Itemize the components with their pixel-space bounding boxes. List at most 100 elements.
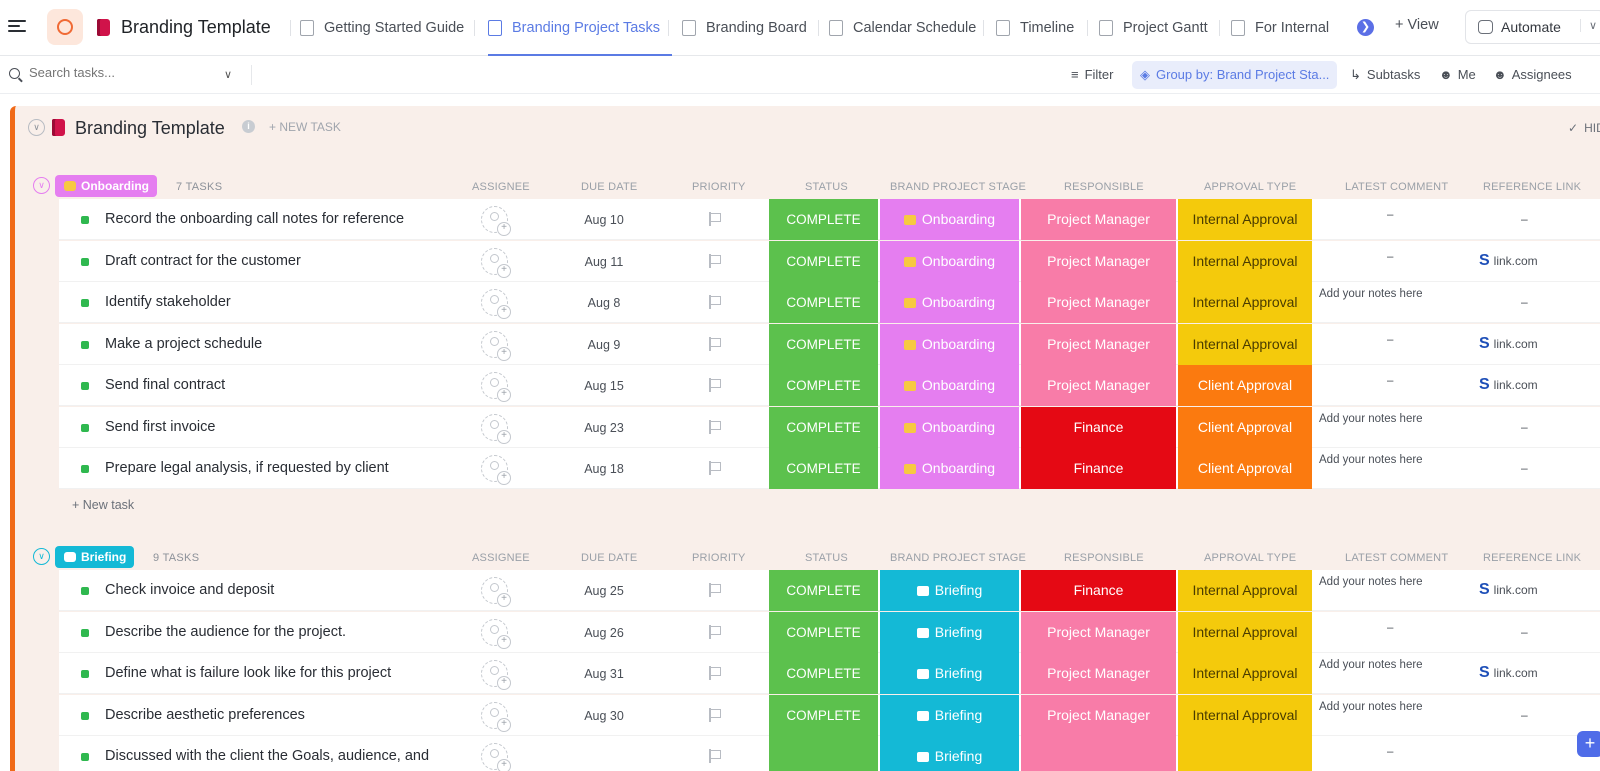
- due-date[interactable]: Aug 26: [584, 626, 624, 640]
- column-header-status[interactable]: STATUS: [805, 181, 848, 193]
- reference-link[interactable]: –: [1521, 295, 1528, 309]
- status-badge[interactable]: COMPLETE: [769, 570, 878, 611]
- latest-comment[interactable]: –: [1387, 375, 1394, 387]
- priority-flag-icon[interactable]: [709, 708, 721, 722]
- column-header-responsible[interactable]: RESPONSIBLE: [1064, 552, 1144, 564]
- column-header-stage[interactable]: BRAND PROJECT STAGE: [890, 181, 1027, 193]
- priority-flag-icon[interactable]: [709, 666, 721, 680]
- latest-comment[interactable]: –: [1387, 746, 1394, 758]
- table-row[interactable]: Record the onboarding call notes for ref…: [59, 199, 1600, 240]
- space-icon[interactable]: [47, 9, 83, 45]
- status-badge[interactable]: COMPLETE: [769, 282, 878, 323]
- responsible-badge[interactable]: Project Manager: [1021, 282, 1176, 323]
- approval-badge[interactable]: [1178, 736, 1312, 771]
- priority-flag-icon[interactable]: [709, 295, 721, 309]
- latest-comment[interactable]: Add your notes here: [1319, 659, 1423, 671]
- latest-comment[interactable]: –: [1387, 622, 1394, 634]
- status-badge[interactable]: COMPLETE: [769, 241, 878, 282]
- responsible-badge[interactable]: Finance: [1021, 407, 1176, 448]
- stage-badge[interactable]: Onboarding: [880, 448, 1019, 489]
- status-badge[interactable]: COMPLETE: [769, 653, 878, 694]
- latest-comment[interactable]: Add your notes here: [1319, 454, 1423, 466]
- new-task-button[interactable]: + NEW TASK: [269, 120, 341, 134]
- reference-link[interactable]: –: [1521, 461, 1528, 475]
- stage-badge[interactable]: Onboarding: [880, 241, 1019, 282]
- assignees-button[interactable]: ☻ Assignees: [1493, 67, 1572, 82]
- table-row[interactable]: Describe aesthetic preferences Aug 30 CO…: [59, 695, 1600, 736]
- priority-flag-icon[interactable]: [709, 254, 721, 268]
- status-badge[interactable]: COMPLETE: [769, 324, 878, 365]
- table-row[interactable]: Send first invoice Aug 23 COMPLETE Onboa…: [59, 407, 1600, 448]
- latest-comment[interactable]: –: [1387, 251, 1394, 263]
- stage-badge[interactable]: Briefing: [880, 653, 1019, 694]
- column-header-reference-link[interactable]: REFERENCE LINK: [1483, 552, 1582, 564]
- tab-branding-board[interactable]: Branding Board: [682, 0, 807, 56]
- group-collapse-icon[interactable]: ∨: [33, 177, 50, 194]
- responsible-badge[interactable]: Project Manager: [1021, 653, 1176, 694]
- priority-flag-icon[interactable]: [709, 461, 721, 475]
- add-assignee-icon[interactable]: [481, 248, 511, 278]
- column-header-stage[interactable]: BRAND PROJECT STAGE: [890, 552, 1027, 564]
- add-task-button[interactable]: + New task: [72, 498, 135, 512]
- reference-link[interactable]: –: [1521, 212, 1528, 226]
- search-input[interactable]: [29, 65, 219, 80]
- collapse-chevron-icon[interactable]: ∨: [28, 119, 45, 136]
- priority-flag-icon[interactable]: [709, 378, 721, 392]
- column-header-latest-comment[interactable]: LATEST COMMENT: [1345, 181, 1449, 193]
- due-date[interactable]: Aug 23: [584, 421, 624, 435]
- latest-comment[interactable]: –: [1387, 209, 1394, 221]
- column-header-priority[interactable]: PRIORITY: [692, 181, 746, 193]
- task-name[interactable]: Send final contract: [105, 377, 226, 393]
- info-icon[interactable]: i: [242, 120, 255, 133]
- status-badge[interactable]: COMPLETE: [769, 695, 878, 736]
- priority-flag-icon[interactable]: [709, 337, 721, 351]
- add-assignee-icon[interactable]: [481, 743, 511, 771]
- table-row[interactable]: Send final contract Aug 15 COMPLETE Onbo…: [59, 365, 1600, 406]
- responsible-badge[interactable]: Project Manager: [1021, 365, 1176, 406]
- tab-calendar-schedule[interactable]: Calendar Schedule: [829, 0, 976, 56]
- add-assignee-icon[interactable]: [481, 619, 511, 649]
- me-button[interactable]: ☻ Me: [1439, 67, 1476, 82]
- task-name[interactable]: Make a project schedule: [105, 336, 263, 352]
- stage-badge[interactable]: Onboarding: [880, 407, 1019, 448]
- due-date[interactable]: Aug 11: [584, 255, 624, 269]
- latest-comment[interactable]: Add your notes here: [1319, 288, 1423, 300]
- column-header-reference-link[interactable]: REFERENCE LINK: [1483, 181, 1582, 193]
- task-name[interactable]: Send first invoice: [105, 419, 216, 435]
- responsible-badge[interactable]: Finance: [1021, 448, 1176, 489]
- task-name[interactable]: Record the onboarding call notes for ref…: [105, 211, 405, 227]
- column-header-latest-comment[interactable]: LATEST COMMENT: [1345, 552, 1449, 564]
- priority-flag-icon[interactable]: [709, 420, 721, 434]
- stage-badge[interactable]: Briefing: [880, 695, 1019, 736]
- task-name[interactable]: Describe aesthetic preferences: [105, 707, 305, 723]
- due-date[interactable]: Aug 31: [584, 667, 624, 681]
- status-dot[interactable]: [81, 629, 89, 637]
- status-dot[interactable]: [81, 299, 89, 307]
- tab-branding-project-tasks[interactable]: Branding Project Tasks: [488, 0, 673, 56]
- reference-link[interactable]: –: [1521, 625, 1528, 639]
- priority-flag-icon[interactable]: [709, 749, 721, 763]
- add-fab-button[interactable]: +: [1577, 731, 1600, 757]
- add-assignee-icon[interactable]: [481, 577, 511, 607]
- approval-badge[interactable]: Client Approval: [1178, 448, 1312, 489]
- due-date[interactable]: Aug 25: [584, 584, 624, 598]
- status-badge[interactable]: COMPLETE: [769, 407, 878, 448]
- reference-link[interactable]: –: [1521, 708, 1528, 722]
- status-badge[interactable]: COMPLETE: [769, 448, 878, 489]
- hide-button[interactable]: ✓HID: [1568, 121, 1600, 135]
- status-dot[interactable]: [81, 258, 89, 266]
- column-header-due-date[interactable]: DUE DATE: [581, 552, 638, 564]
- latest-comment[interactable]: Add your notes here: [1319, 576, 1423, 588]
- status-dot[interactable]: [81, 465, 89, 473]
- latest-comment[interactable]: Add your notes here: [1319, 701, 1423, 713]
- chevron-right-icon[interactable]: ❯: [1357, 19, 1374, 36]
- add-assignee-icon[interactable]: [481, 660, 511, 690]
- task-name[interactable]: Prepare legal analysis, if requested by …: [105, 460, 389, 476]
- approval-badge[interactable]: Client Approval: [1178, 407, 1312, 448]
- column-header-responsible[interactable]: RESPONSIBLE: [1064, 181, 1144, 193]
- approval-badge[interactable]: Internal Approval: [1178, 324, 1312, 365]
- group-collapse-icon[interactable]: ∨: [33, 548, 50, 565]
- due-date[interactable]: Aug 15: [584, 379, 624, 393]
- stage-badge[interactable]: Briefing: [880, 736, 1019, 771]
